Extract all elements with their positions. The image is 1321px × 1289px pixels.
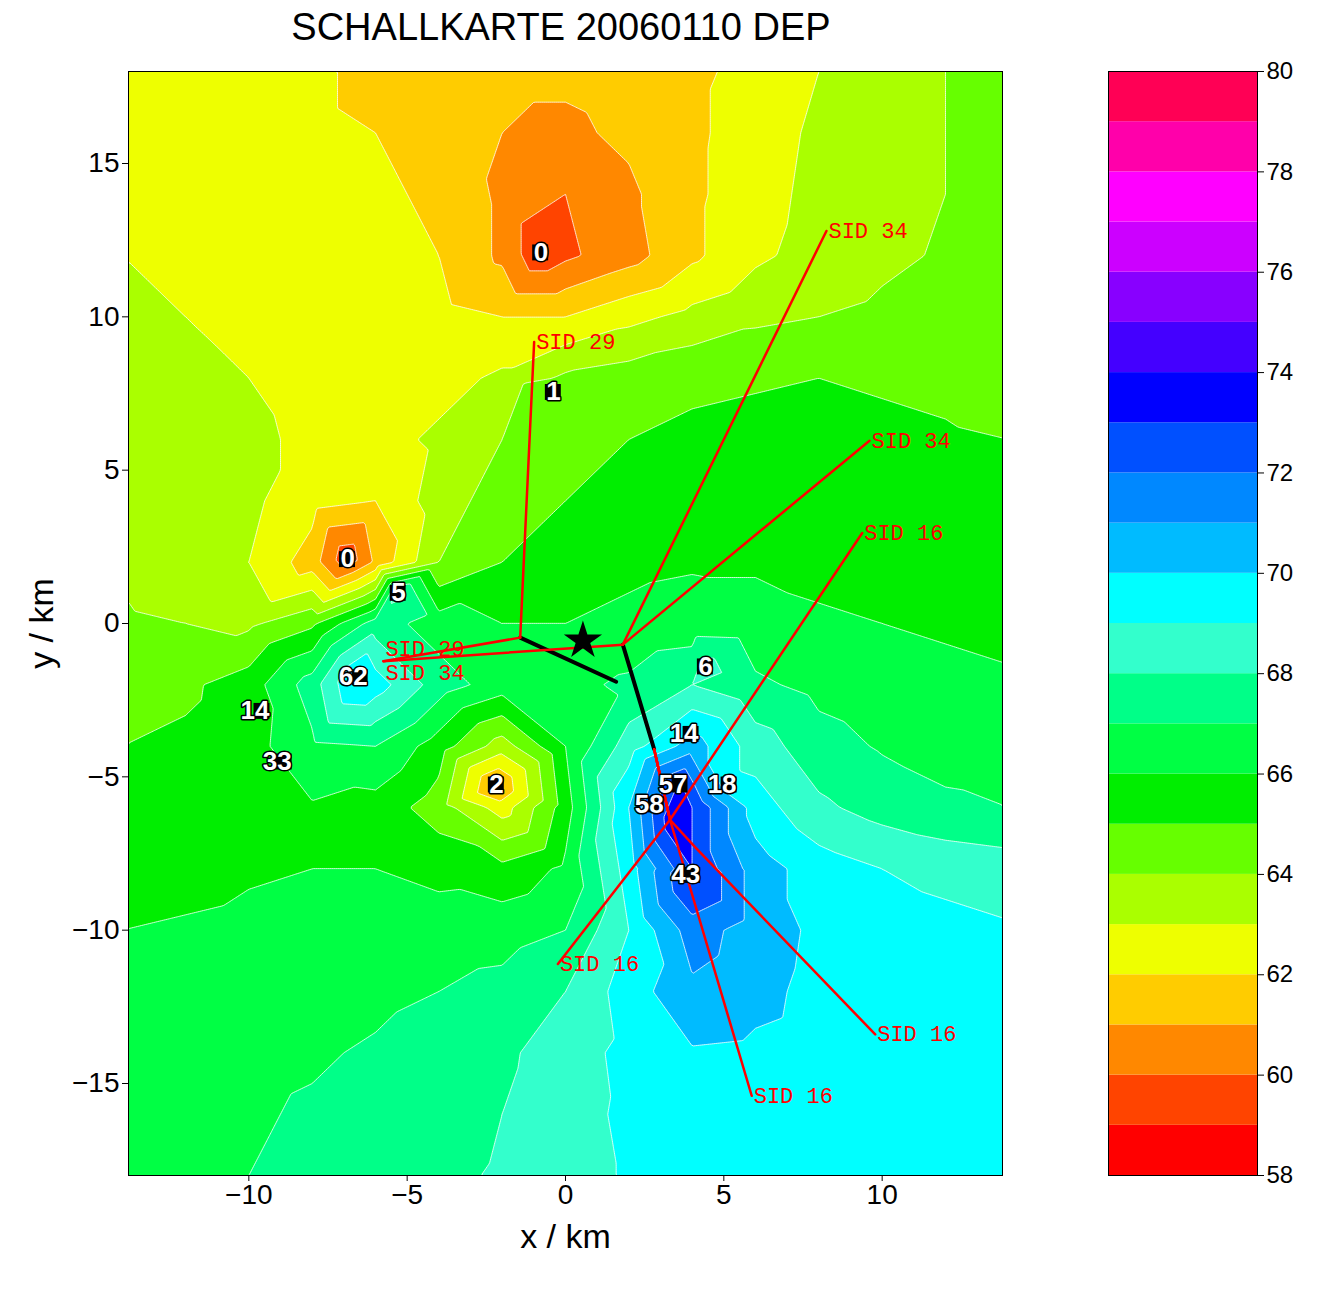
svg-text:76: 76 — [1267, 258, 1294, 285]
svg-text:5: 5 — [104, 454, 120, 485]
svg-text:66: 66 — [1267, 760, 1294, 787]
svg-text:72: 72 — [1267, 459, 1294, 486]
svg-text:58: 58 — [1267, 1161, 1294, 1188]
svg-text:68: 68 — [1267, 659, 1294, 686]
svg-text:SID 29: SID 29 — [536, 331, 615, 356]
svg-text:2: 2 — [489, 769, 503, 799]
svg-text:1: 1 — [546, 376, 560, 406]
svg-text:43: 43 — [671, 859, 700, 889]
svg-text:−10: −10 — [72, 914, 120, 945]
svg-text:62: 62 — [339, 661, 368, 691]
svg-text:0: 0 — [104, 607, 120, 638]
svg-text:58: 58 — [635, 789, 664, 819]
svg-text:5: 5 — [716, 1179, 732, 1210]
svg-text:−10: −10 — [225, 1179, 272, 1210]
svg-text:14: 14 — [241, 695, 270, 725]
svg-text:64: 64 — [1267, 860, 1294, 887]
svg-text:SID 16: SID 16 — [560, 953, 639, 978]
svg-text:SID 16: SID 16 — [864, 522, 943, 547]
svg-text:33: 33 — [263, 746, 292, 776]
svg-text:SID 29: SID 29 — [385, 638, 464, 663]
svg-text:70: 70 — [1267, 559, 1294, 586]
svg-text:0: 0 — [341, 543, 355, 573]
svg-text:10: 10 — [867, 1179, 898, 1210]
svg-text:6: 6 — [698, 651, 712, 681]
svg-text:−15: −15 — [72, 1067, 120, 1098]
svg-text:−5: −5 — [391, 1179, 423, 1210]
svg-text:15: 15 — [88, 147, 119, 178]
svg-text:−5: −5 — [88, 761, 120, 792]
svg-text:0: 0 — [558, 1179, 574, 1210]
svg-text:SID 34: SID 34 — [385, 662, 464, 687]
svg-text:60: 60 — [1267, 1061, 1294, 1088]
svg-text:0: 0 — [534, 237, 548, 267]
svg-text:x / km: x / km — [520, 1217, 611, 1255]
svg-text:SID 34: SID 34 — [872, 430, 951, 455]
svg-text:80: 80 — [1267, 57, 1294, 84]
svg-text:57: 57 — [658, 768, 688, 799]
svg-text:18: 18 — [708, 769, 737, 799]
html-text:SCHALLKARTE 20060110 DEP: SCHALLKARTE 20060110 DEP — [291, 6, 831, 48]
svg-text:SID 16: SID 16 — [754, 1085, 833, 1110]
svg-text:SID 34: SID 34 — [828, 220, 907, 245]
svg-text:74: 74 — [1267, 358, 1294, 385]
svg-text:y / km: y / km — [22, 578, 60, 669]
svg-text:78: 78 — [1267, 158, 1294, 185]
svg-text:10: 10 — [88, 301, 119, 332]
svg-text:14: 14 — [670, 718, 699, 748]
svg-text:62: 62 — [1267, 960, 1294, 987]
svg-text:SID 16: SID 16 — [877, 1023, 956, 1048]
svg-text:5: 5 — [391, 577, 405, 607]
